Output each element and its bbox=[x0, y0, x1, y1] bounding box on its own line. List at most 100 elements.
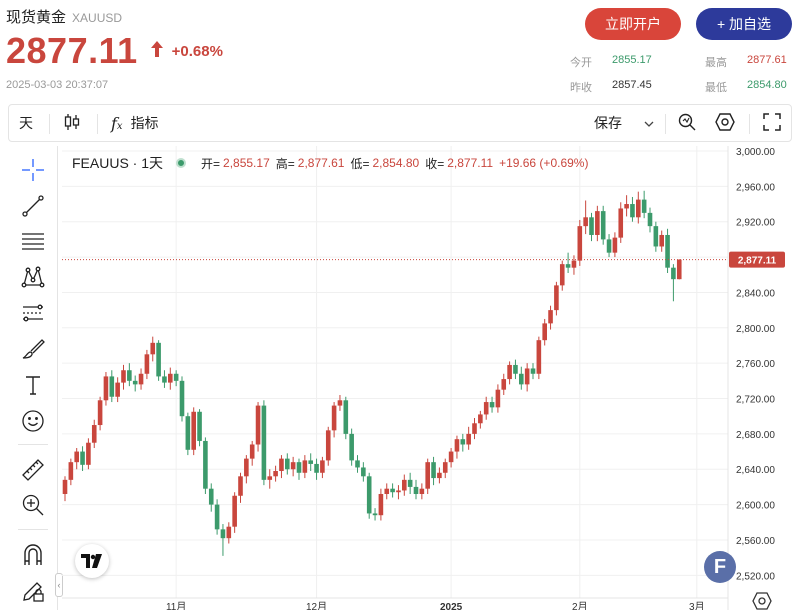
candle-body bbox=[361, 467, 366, 477]
forecast-tool[interactable] bbox=[20, 300, 46, 326]
time-axis: 11月 12月 2025 2月 3月 bbox=[166, 601, 705, 610]
candle-body bbox=[261, 405, 267, 480]
candle-body bbox=[173, 373, 179, 381]
candle-body bbox=[150, 342, 156, 355]
candle-body bbox=[68, 462, 74, 480]
candle-body bbox=[127, 370, 132, 381]
candle-body bbox=[466, 433, 471, 445]
add-to-watchlist-button[interactable]: + 加自选 bbox=[696, 8, 792, 40]
candle-body bbox=[220, 529, 226, 539]
time-tick-label: 12月 bbox=[306, 601, 327, 610]
candle-body bbox=[653, 226, 659, 247]
candle-body bbox=[91, 425, 97, 443]
legend-open-value: 2,855.17 bbox=[223, 156, 270, 170]
price-tick-label: 2,720.00 bbox=[736, 395, 775, 406]
up-arrow-icon bbox=[150, 40, 164, 63]
legend-close-value: 2,877.11 bbox=[447, 156, 494, 170]
price-tick-label: 2,960.00 bbox=[736, 182, 775, 193]
instrument-code: XAUUSD bbox=[72, 11, 123, 25]
candle-body bbox=[208, 488, 214, 505]
candle-body bbox=[495, 389, 501, 408]
tradingview-logo[interactable] bbox=[75, 544, 109, 578]
candle-body bbox=[103, 376, 109, 401]
candle-body bbox=[454, 439, 460, 452]
legend-symbol[interactable]: FEAUUS · 1天 bbox=[72, 155, 164, 171]
collapse-toolbar-button[interactable]: ‹ bbox=[55, 573, 63, 597]
fullscreen-icon bbox=[763, 112, 781, 134]
legend-low-value: 2,854.80 bbox=[372, 156, 420, 170]
candle-body bbox=[606, 239, 612, 253]
candle-body bbox=[343, 400, 349, 434]
toolbar-divider bbox=[49, 114, 50, 134]
candle-body bbox=[524, 368, 530, 385]
candle-body bbox=[320, 460, 325, 473]
gear-icon bbox=[715, 112, 735, 135]
price-tick-label: 2,760.00 bbox=[736, 359, 775, 370]
price-tick-label: 2,600.00 bbox=[736, 501, 775, 512]
pattern-tool[interactable] bbox=[20, 264, 46, 290]
candle-body bbox=[425, 462, 430, 489]
emoji-tool[interactable] bbox=[20, 408, 46, 434]
magnet-tool[interactable] bbox=[20, 542, 46, 568]
fullscreen-button[interactable] bbox=[763, 105, 781, 141]
time-tick-label: 2月 bbox=[572, 601, 588, 610]
legend-high-key: 高= bbox=[275, 156, 295, 171]
indicators-label: 指标 bbox=[130, 115, 159, 131]
tradingview-logo-icon bbox=[81, 554, 102, 568]
candle-body bbox=[554, 285, 559, 311]
ruler-tool[interactable] bbox=[20, 457, 46, 483]
instrument-title: 现货黄金 XAUUSD bbox=[6, 6, 122, 27]
candle-body bbox=[565, 264, 571, 268]
settings-button[interactable] bbox=[715, 105, 735, 141]
gear-icon bbox=[752, 592, 772, 610]
candle-body bbox=[273, 471, 278, 477]
stat-high-label: 最高 bbox=[705, 57, 727, 69]
chevron-down-icon bbox=[644, 115, 654, 131]
candle-body bbox=[314, 463, 319, 473]
candle-body bbox=[413, 486, 419, 494]
candle-body bbox=[244, 458, 249, 477]
candle-body bbox=[519, 373, 524, 385]
candle-body bbox=[132, 380, 138, 385]
f-badge-icon[interactable]: F bbox=[704, 551, 736, 583]
candle-body bbox=[290, 462, 296, 470]
candle-body bbox=[542, 323, 547, 341]
candle-body bbox=[559, 264, 565, 286]
candle-body bbox=[86, 442, 91, 465]
text-tool[interactable] bbox=[20, 372, 46, 398]
save-button[interactable]: 保存 bbox=[594, 105, 654, 141]
candles bbox=[62, 190, 682, 556]
lock-drawing-tool[interactable] bbox=[20, 578, 46, 604]
forecast-icon bbox=[23, 304, 43, 322]
chart-grid bbox=[62, 146, 728, 598]
candle-body bbox=[331, 405, 337, 431]
candle-body bbox=[641, 199, 647, 213]
candle-body bbox=[232, 495, 237, 527]
candle-body bbox=[302, 460, 308, 473]
interval-selector[interactable]: 天 bbox=[19, 115, 33, 131]
candle-body bbox=[179, 380, 185, 417]
price-tick-label: 2,920.00 bbox=[736, 218, 775, 229]
candle-body bbox=[676, 259, 682, 280]
candle-body bbox=[185, 416, 191, 450]
candlestick-chart[interactable]: 3,000.002,960.002,920.002,880.002,840.00… bbox=[62, 146, 800, 610]
candle-body bbox=[618, 208, 624, 238]
price-tick-label: 2,640.00 bbox=[736, 465, 775, 476]
price-tick-label: 2,800.00 bbox=[736, 324, 775, 335]
last-price-label: 2,877.11 bbox=[738, 256, 777, 267]
chart-legend: FEAUUS · 1天 开= 2,855.17 高= 2,877.61 低= 2,85… bbox=[72, 153, 591, 173]
crosshair-tool[interactable] bbox=[20, 157, 46, 183]
trend-line-tool[interactable] bbox=[20, 193, 46, 219]
open-account-button[interactable]: 立即开户 bbox=[585, 8, 681, 40]
chart-settings-button[interactable] bbox=[752, 592, 772, 610]
zoom-tool[interactable] bbox=[20, 492, 46, 518]
candle-body bbox=[285, 458, 290, 470]
last-price-badge bbox=[729, 251, 785, 268]
candle-body bbox=[267, 476, 273, 480]
quick-search-button[interactable] bbox=[677, 105, 697, 141]
brush-tool[interactable] bbox=[20, 336, 46, 362]
candle-body bbox=[279, 458, 284, 472]
candle-type-button[interactable] bbox=[63, 105, 81, 141]
horizontal-lines-tool[interactable] bbox=[20, 228, 46, 254]
indicators-button[interactable]: fx 指标 bbox=[111, 105, 159, 141]
